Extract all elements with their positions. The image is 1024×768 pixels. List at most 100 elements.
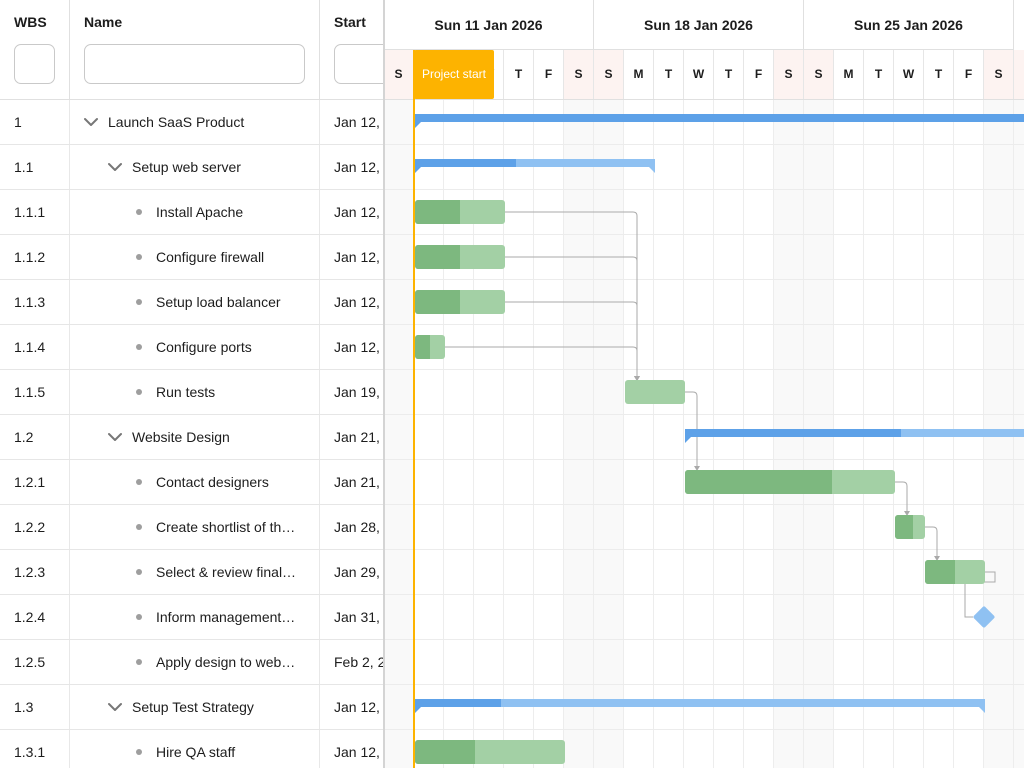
day-header: W — [894, 50, 924, 99]
day-header: S — [594, 50, 624, 99]
start-date-cell: Jan 12, — [334, 699, 380, 715]
task-row[interactable]: 1.3 Setup Test Strategy Jan 12, — [0, 685, 384, 730]
task-bar[interactable] — [415, 200, 505, 224]
column-header-start[interactable]: Start — [320, 0, 384, 99]
name-cell: Configure ports — [70, 325, 320, 369]
task-row[interactable]: 1 Launch SaaS Product Jan 12, — [0, 100, 384, 145]
wbs-cell: 1.3 — [0, 685, 70, 729]
column-header-name[interactable]: Name — [70, 0, 320, 99]
task-row[interactable]: 1.3.1 Hire QA staff Jan 12, — [0, 730, 384, 768]
wbs-cell: 1.2.1 — [0, 460, 70, 504]
name-cell: Launch SaaS Product — [70, 100, 320, 144]
week-header: Sun 18 Jan 2026 — [594, 0, 804, 50]
task-progress — [925, 560, 955, 584]
name-cell: Hire QA staff — [70, 730, 320, 768]
name-cell: Website Design — [70, 415, 320, 459]
leaf-dot-icon — [136, 524, 142, 530]
wbs-cell: 1.3.1 — [0, 730, 70, 768]
wbs-cell: 1 — [0, 100, 70, 144]
day-header: S — [774, 50, 804, 99]
timeline-row — [385, 325, 1024, 370]
task-bar[interactable] — [625, 380, 685, 404]
start-filter-input[interactable] — [334, 44, 384, 84]
task-row[interactable]: 1.1 Setup web server Jan 12, — [0, 145, 384, 190]
task-bar[interactable] — [925, 560, 985, 584]
day-column — [414, 100, 444, 768]
column-title-start: Start — [334, 14, 366, 30]
day-header: T — [714, 50, 744, 99]
task-bar[interactable] — [415, 245, 505, 269]
name-cell: Select & review final… — [70, 550, 320, 594]
task-bar[interactable] — [415, 740, 565, 764]
task-name: Inform management… — [156, 609, 296, 625]
task-row[interactable]: 1.2.3 Select & review final… Jan 29, — [0, 550, 384, 595]
name-cell: Install Apache — [70, 190, 320, 234]
week-header: Sun 25 Jan 2026 — [804, 0, 1014, 50]
task-progress — [415, 290, 460, 314]
task-bar[interactable] — [415, 335, 445, 359]
task-row[interactable]: 1.2 Website Design Jan 21, — [0, 415, 384, 460]
task-row[interactable]: 1.1.4 Configure ports Jan 12, — [0, 325, 384, 370]
start-date-cell: Jan 12, — [334, 744, 380, 760]
task-bar[interactable] — [895, 515, 925, 539]
wbs-cell: 1.2.3 — [0, 550, 70, 594]
day-column — [444, 100, 474, 768]
summary-bar[interactable] — [415, 114, 1024, 128]
task-progress — [415, 200, 460, 224]
timeline-header: Sun 11 Jan 2026 Sun 18 Jan 2026 Sun 25 Jan… — [385, 0, 1024, 100]
leaf-dot-icon — [136, 479, 142, 485]
start-date-cell: Jan 12, — [334, 204, 380, 220]
task-row[interactable]: 1.1.1 Install Apache Jan 12, — [0, 190, 384, 235]
summary-progress — [415, 699, 501, 707]
task-progress — [415, 245, 460, 269]
day-header: F — [744, 50, 774, 99]
leaf-dot-icon — [136, 209, 142, 215]
wbs-cell: 1.1 — [0, 145, 70, 189]
leaf-dot-icon — [136, 569, 142, 575]
start-date-cell: Jan 21, — [334, 474, 380, 490]
task-row[interactable]: 1.2.5 Apply design to web… Feb 2, 2 — [0, 640, 384, 685]
summary-bar[interactable] — [415, 699, 985, 713]
day-header: T — [504, 50, 534, 99]
name-cell: Inform management… — [70, 595, 320, 639]
task-name: Install Apache — [156, 204, 244, 220]
task-name: Website Design — [132, 429, 230, 445]
summary-bar[interactable] — [415, 159, 655, 173]
task-bar[interactable] — [415, 290, 505, 314]
day-header: W — [684, 50, 714, 99]
chevron-down-icon[interactable] — [84, 115, 98, 129]
grid-body: 1 Launch SaaS Product Jan 12, 1.1 Setup web … — [0, 100, 384, 768]
start-date-cell: Jan 19, — [334, 384, 380, 400]
day-column — [594, 100, 624, 768]
name-filter-input[interactable] — [84, 44, 305, 84]
task-row[interactable]: 1.1.5 Run tests Jan 19, — [0, 370, 384, 415]
chevron-down-icon[interactable] — [108, 430, 122, 444]
timeline-row — [385, 550, 1024, 595]
name-cell: Setup Test Strategy — [70, 685, 320, 729]
summary-progress — [685, 429, 901, 437]
task-row[interactable]: 1.2.4 Inform management… Jan 31, — [0, 595, 384, 640]
day-header: F — [534, 50, 564, 99]
task-bar[interactable] — [685, 470, 895, 494]
wbs-cell: 1.2.2 — [0, 505, 70, 549]
task-row[interactable]: 1.1.3 Setup load balancer Jan 12, — [0, 280, 384, 325]
task-row[interactable]: 1.2.1 Contact designers Jan 21, — [0, 460, 384, 505]
summary-progress — [415, 159, 516, 167]
task-name: Hire QA staff — [156, 744, 236, 760]
summary-bar[interactable] — [685, 429, 1024, 443]
leaf-dot-icon — [136, 614, 142, 620]
task-row[interactable]: 1.2.2 Create shortlist of th… Jan 28, — [0, 505, 384, 550]
chevron-down-icon[interactable] — [108, 160, 122, 174]
name-cell: Run tests — [70, 370, 320, 414]
timeline-panel: Sun 11 Jan 2026 Sun 18 Jan 2026 Sun 25 Jan… — [385, 0, 1024, 768]
day-header: S — [1014, 50, 1024, 99]
task-row[interactable]: 1.1.2 Configure firewall Jan 12, — [0, 235, 384, 280]
chevron-down-icon[interactable] — [108, 700, 122, 714]
task-name: Select & review final… — [156, 564, 297, 580]
wbs-cell: 1.2.5 — [0, 640, 70, 684]
day-column — [654, 100, 684, 768]
wbs-filter-input[interactable] — [14, 44, 55, 84]
grid-splitter[interactable] — [383, 0, 385, 768]
summary-cap-right — [649, 167, 655, 173]
column-header-wbs[interactable]: WBS — [0, 0, 70, 99]
